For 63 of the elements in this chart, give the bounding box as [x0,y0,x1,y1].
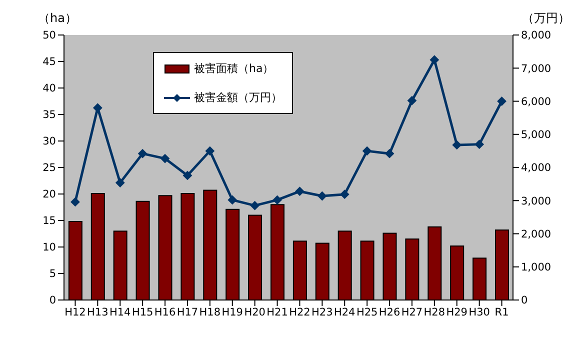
x-tick-label: H14 [109,306,132,318]
point [430,55,439,64]
x-tick-label: H25 [356,306,378,318]
x-tick-label: H20 [244,306,266,318]
x-tick-label: H19 [222,306,244,318]
point [318,191,327,200]
y2-tick-label: 8,000 [521,30,552,42]
x-tick-label: H12 [64,306,86,318]
y2-tick-label: 3,000 [521,195,552,208]
x-tick-label: H23 [312,306,333,318]
y2-axis-title: （万円） [522,11,570,25]
x-tick-label: H30 [468,306,490,318]
y2-tick-label: 7,000 [521,62,552,75]
y2-tick-label: 0 [521,294,528,307]
point [160,154,170,164]
y-tick-label: 40 [42,82,56,95]
point [452,140,462,150]
point [340,190,350,199]
y-tick-label: 10 [42,242,56,254]
y-tick-label: 50 [42,30,56,42]
y2-tick-label: 6,000 [521,96,552,108]
legend-label: 被害面積（ha） [194,61,274,76]
x-tick-label: H28 [424,306,446,318]
x-tick-label: H13 [87,306,108,318]
y-tick-label: 0 [49,294,56,307]
point [250,201,260,210]
point [138,149,148,158]
point [116,178,125,188]
y2-tick-label: 4,000 [521,162,552,174]
x-tick-label: H16 [154,306,176,318]
x-tick-label: R1 [494,306,509,318]
y-tick-label: 5 [49,268,56,280]
point [362,146,372,156]
point [474,140,484,149]
point [385,149,394,158]
y-tick-label: 30 [42,136,56,148]
y2-tick-label: 1,000 [521,262,552,274]
y-tick-label: 35 [42,109,56,122]
y2-tick-label: 2,000 [521,228,552,240]
y-axis-title: （ha） [38,11,77,25]
x-tick-label: H26 [378,306,400,318]
y-tick-label: 20 [42,188,56,201]
legend-label: 被害金額（万円） [194,90,282,105]
point [407,96,416,106]
x-tick-label: H15 [132,306,154,318]
x-tick-label: H29 [446,306,468,318]
x-tick-label: H18 [199,306,221,318]
point [272,195,282,204]
x-tick-label: H17 [176,306,198,318]
y-tick-label: 15 [42,215,56,228]
point [70,197,80,206]
y2-tick-label: 5,000 [521,129,552,142]
point [295,186,304,196]
x-tick-label: H22 [289,306,310,318]
point [228,195,237,204]
x-tick-label: H21 [266,306,288,318]
y-tick-label: 25 [42,162,56,174]
point [497,96,506,106]
x-tick-label: H24 [334,306,356,318]
point [182,170,192,180]
point [205,146,214,156]
y-tick-label: 45 [42,56,56,68]
x-tick-label: H27 [401,306,423,318]
